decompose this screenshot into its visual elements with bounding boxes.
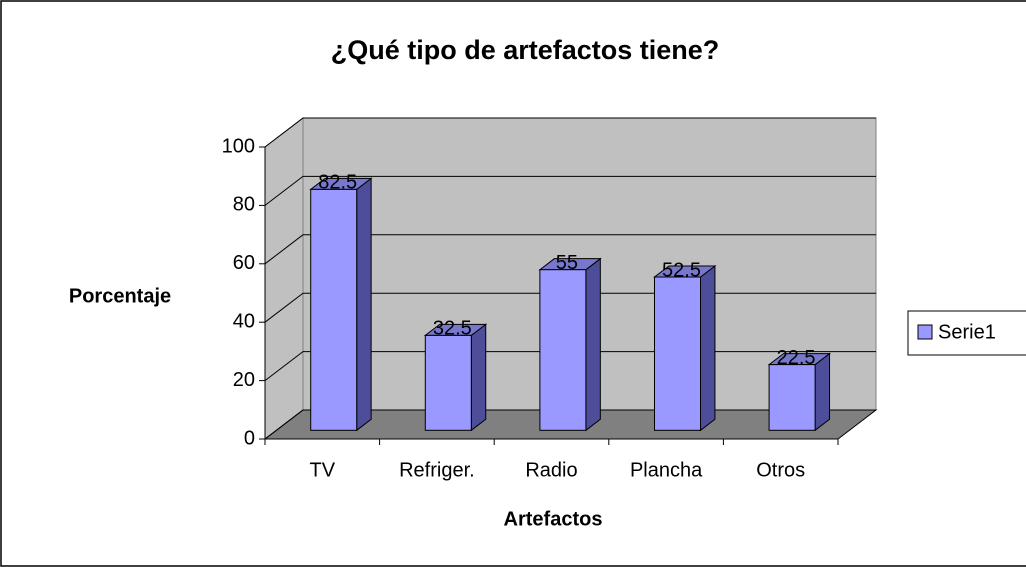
data-label: 82.5: [318, 172, 357, 194]
bar-side: [585, 257, 601, 432]
y-tick-label: 0: [244, 427, 255, 449]
x-tick-label: Radio: [525, 459, 577, 481]
bar: [539, 269, 587, 431]
x-tick-label: Refriger.: [399, 459, 475, 481]
y-tick-label: 40: [233, 310, 255, 332]
data-label: 32.5: [433, 318, 472, 340]
bar: [654, 276, 701, 431]
bar-side: [356, 177, 372, 432]
x-tick-label: Plancha: [630, 459, 703, 481]
x-tick-label: TV: [310, 459, 336, 481]
y-tick-label: 80: [233, 194, 255, 216]
bar-side: [814, 352, 831, 432]
grid-line: [264, 117, 876, 148]
legend-swatch: [917, 324, 933, 340]
bar: [768, 364, 816, 431]
chart-title: ¿Qué tipo de artefactos tiene?: [331, 35, 720, 65]
bar: [310, 188, 358, 431]
legend-label: Serie1: [938, 321, 996, 343]
bar-side: [700, 264, 716, 432]
y-tick-label: 100: [222, 135, 255, 157]
y-tick-label: 60: [233, 252, 255, 274]
data-label: 55: [556, 252, 578, 274]
x-tick-label: Otros: [756, 459, 805, 481]
bar: [424, 334, 472, 431]
side-wall: [264, 116, 304, 441]
data-label: 52.5: [662, 259, 701, 281]
bar-side: [470, 323, 487, 432]
grid-line: [264, 175, 876, 206]
y-tick-label: 20: [233, 369, 255, 391]
grid-line: [264, 234, 876, 265]
data-label: 22.5: [777, 347, 816, 369]
x-axis-title: Artefactos: [504, 508, 603, 530]
y-axis-title: Porcentaje: [69, 285, 171, 307]
